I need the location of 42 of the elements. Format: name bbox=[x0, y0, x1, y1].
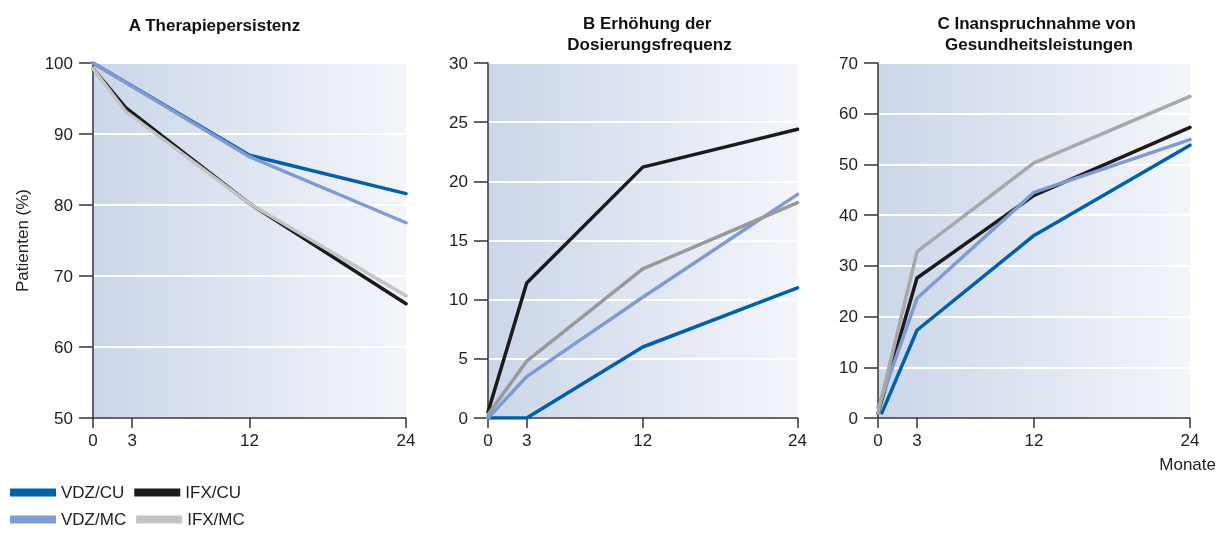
y-tick-label: 60 bbox=[839, 104, 858, 124]
x-tick-label: 24 bbox=[1180, 431, 1200, 450]
y-tick-label: 50 bbox=[839, 154, 858, 174]
x-tick-label: 24 bbox=[396, 431, 416, 450]
x-tick-label: 3 bbox=[127, 431, 137, 450]
chart-title: A Therapiepersistenz bbox=[128, 16, 301, 35]
y-tick-label: 40 bbox=[839, 205, 858, 225]
y-tick-label: 70 bbox=[54, 266, 73, 286]
y-tick-label: 60 bbox=[54, 337, 73, 357]
x-tick-label: 3 bbox=[521, 431, 532, 450]
x-tick-label: 0 bbox=[483, 431, 493, 450]
y-tick-label: 80 bbox=[54, 195, 73, 215]
y-tick-label: 10 bbox=[449, 290, 468, 310]
chart-title: C Inanspruchnahme von Gesundheitsleistungen bbox=[937, 14, 1141, 54]
chart-title: B Erhöhung der Dosierungsfrequenz bbox=[567, 14, 732, 54]
y-tick-label: 5 bbox=[458, 349, 468, 369]
y-axis-title: Patienten (%) bbox=[13, 189, 32, 292]
y-tick-label: 25 bbox=[449, 112, 468, 132]
y-tick-label: 50 bbox=[54, 408, 73, 428]
x-tick-label: 0 bbox=[873, 431, 883, 450]
legend-label: VDZ/CU bbox=[61, 483, 125, 502]
y-tick-label: 20 bbox=[839, 307, 858, 327]
y-tick-label: 90 bbox=[54, 124, 73, 144]
x-tick-label: 12 bbox=[240, 431, 259, 450]
x-tick-label: 12 bbox=[1024, 431, 1044, 450]
y-tick-label: 0 bbox=[848, 408, 858, 428]
legend-label: IFX/CU bbox=[185, 483, 242, 502]
x-tick-label: 24 bbox=[788, 431, 808, 450]
legend-label: IFX/MC bbox=[187, 510, 245, 529]
x-tick-label: 3 bbox=[912, 431, 922, 450]
y-tick-label: 0 bbox=[458, 408, 468, 428]
x-axis-title: Monate bbox=[1159, 455, 1216, 474]
y-tick-label: 20 bbox=[449, 171, 468, 191]
legend-label: VDZ/MC bbox=[61, 510, 127, 529]
x-tick-label: 12 bbox=[633, 431, 653, 450]
y-tick-label: 10 bbox=[839, 357, 858, 377]
y-tick-label: 70 bbox=[839, 53, 858, 73]
y-tick-label: 100 bbox=[44, 53, 73, 73]
x-tick-label: 0 bbox=[88, 431, 98, 450]
y-tick-label: 15 bbox=[449, 231, 468, 250]
y-tick-label: 30 bbox=[449, 53, 468, 73]
y-tick-label: 30 bbox=[839, 256, 858, 276]
